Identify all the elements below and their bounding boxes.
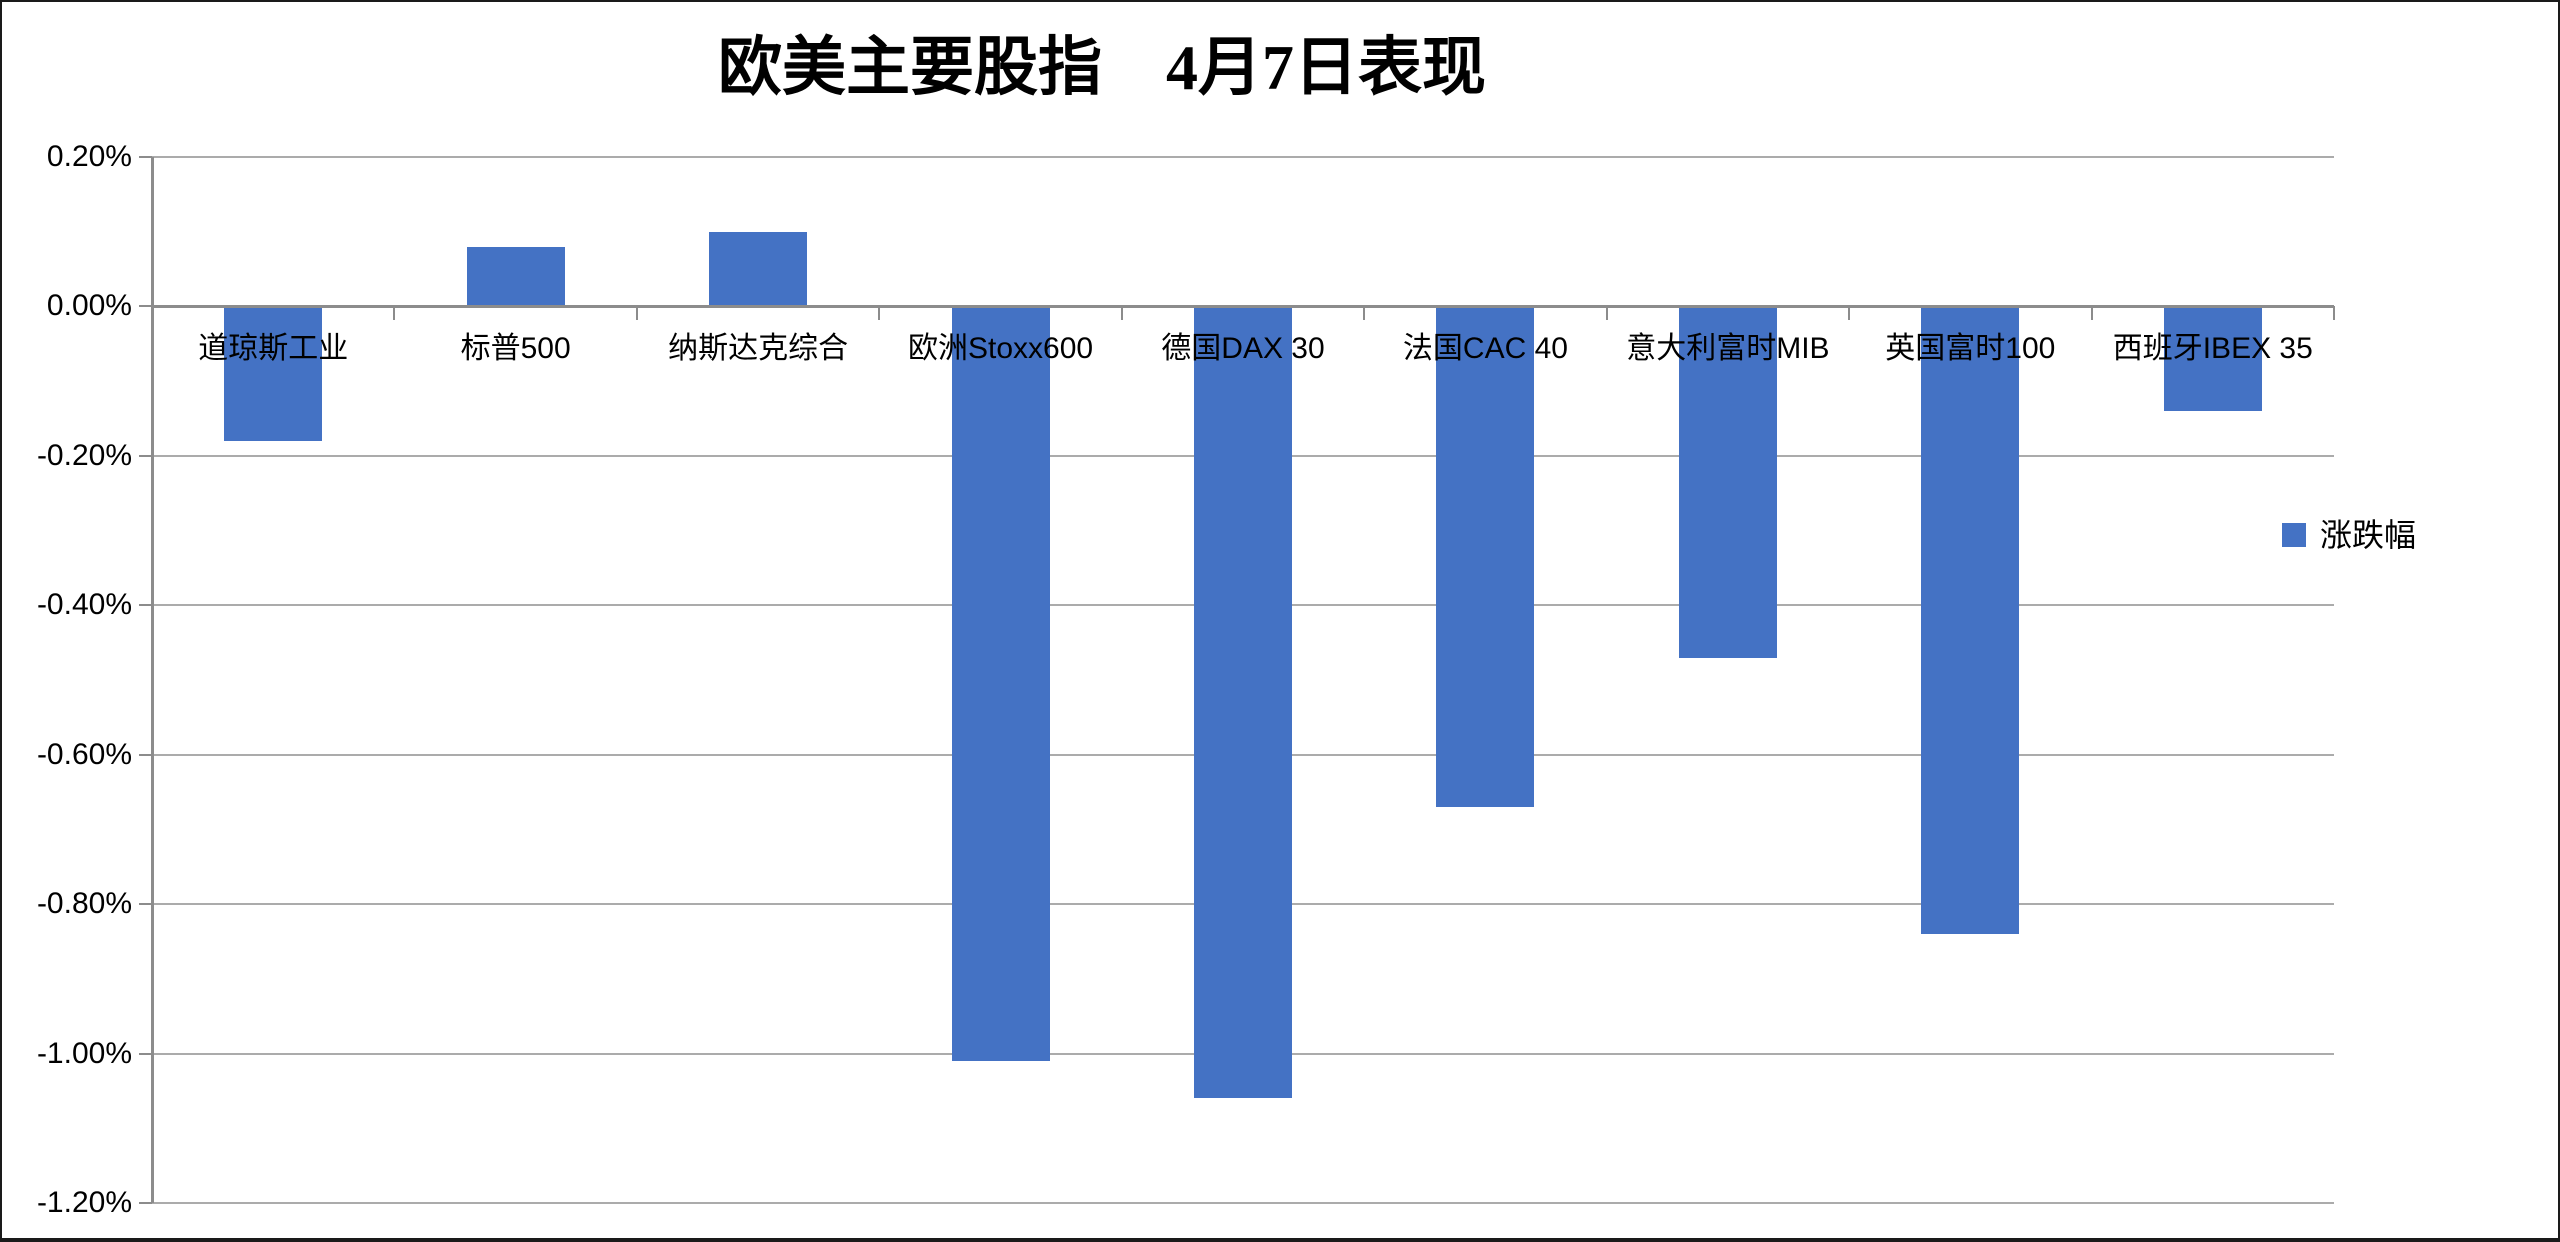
y-axis-tick bbox=[139, 604, 152, 607]
category-label: 英国富时100 bbox=[1885, 332, 2056, 365]
category-label: 西班牙IBEX 35 bbox=[2112, 332, 2313, 365]
y-axis-tick bbox=[139, 305, 152, 308]
category-axis-tick bbox=[1605, 306, 1608, 321]
y-tick-label: -0.40% bbox=[36, 588, 132, 622]
bar-6 bbox=[1436, 306, 1535, 807]
bar-2 bbox=[466, 246, 565, 307]
legend-label: 涨跌幅 bbox=[2320, 517, 2417, 553]
category-label: 标普500 bbox=[460, 332, 571, 365]
y-tick-label: -0.20% bbox=[36, 438, 132, 472]
bar-8 bbox=[1921, 306, 2020, 935]
y-tick-label: 0.20% bbox=[46, 140, 132, 173]
gridline bbox=[152, 156, 2334, 158]
y-tick-label: -1.00% bbox=[36, 1036, 132, 1070]
category-label: 欧洲Stoxx600 bbox=[908, 332, 1094, 365]
x-axis-line bbox=[152, 304, 2334, 308]
category-axis-tick bbox=[151, 306, 153, 321]
y-axis-tick bbox=[139, 1202, 152, 1204]
y-axis-tick bbox=[139, 156, 152, 158]
y-axis-line bbox=[150, 157, 154, 1203]
category-axis-tick bbox=[635, 306, 638, 321]
bar-1 bbox=[224, 306, 323, 441]
category-axis-tick bbox=[393, 306, 396, 321]
category-axis-tick bbox=[1848, 306, 1851, 321]
category-axis-tick bbox=[1363, 306, 1366, 321]
y-axis-tick bbox=[139, 454, 152, 457]
bar-9 bbox=[2163, 306, 2262, 412]
legend: 涨跌幅 bbox=[2282, 517, 2416, 553]
y-tick-label: -0.80% bbox=[36, 887, 132, 921]
chart-title: 欧美主要股指 4月7日表现 bbox=[718, 32, 1486, 103]
bar-4 bbox=[951, 306, 1050, 1062]
legend-swatch bbox=[2282, 523, 2306, 547]
bar-7 bbox=[1678, 306, 1777, 658]
gridline bbox=[152, 1202, 2334, 1204]
y-axis-tick bbox=[139, 753, 152, 756]
y-axis-tick bbox=[139, 1052, 152, 1055]
category-label: 德国DAX 30 bbox=[1161, 332, 1325, 365]
category-axis-tick bbox=[2090, 306, 2093, 321]
category-label: 道琼斯工业 bbox=[198, 332, 349, 365]
category-axis-tick bbox=[878, 306, 881, 321]
bar-3 bbox=[709, 231, 808, 307]
y-tick-label: -0.60% bbox=[36, 737, 132, 771]
y-tick-label: 0.00% bbox=[46, 289, 132, 323]
category-label: 意大利富时MIB bbox=[1626, 332, 1830, 365]
category-label: 纳斯达克综合 bbox=[668, 332, 849, 365]
y-tick-label: -1.20% bbox=[36, 1186, 132, 1219]
category-axis-tick bbox=[1120, 306, 1123, 321]
category-axis-tick bbox=[2333, 306, 2335, 321]
bar-5 bbox=[1194, 306, 1292, 1099]
category-label: 法国CAC 40 bbox=[1402, 332, 1568, 365]
y-axis-tick bbox=[139, 903, 152, 906]
